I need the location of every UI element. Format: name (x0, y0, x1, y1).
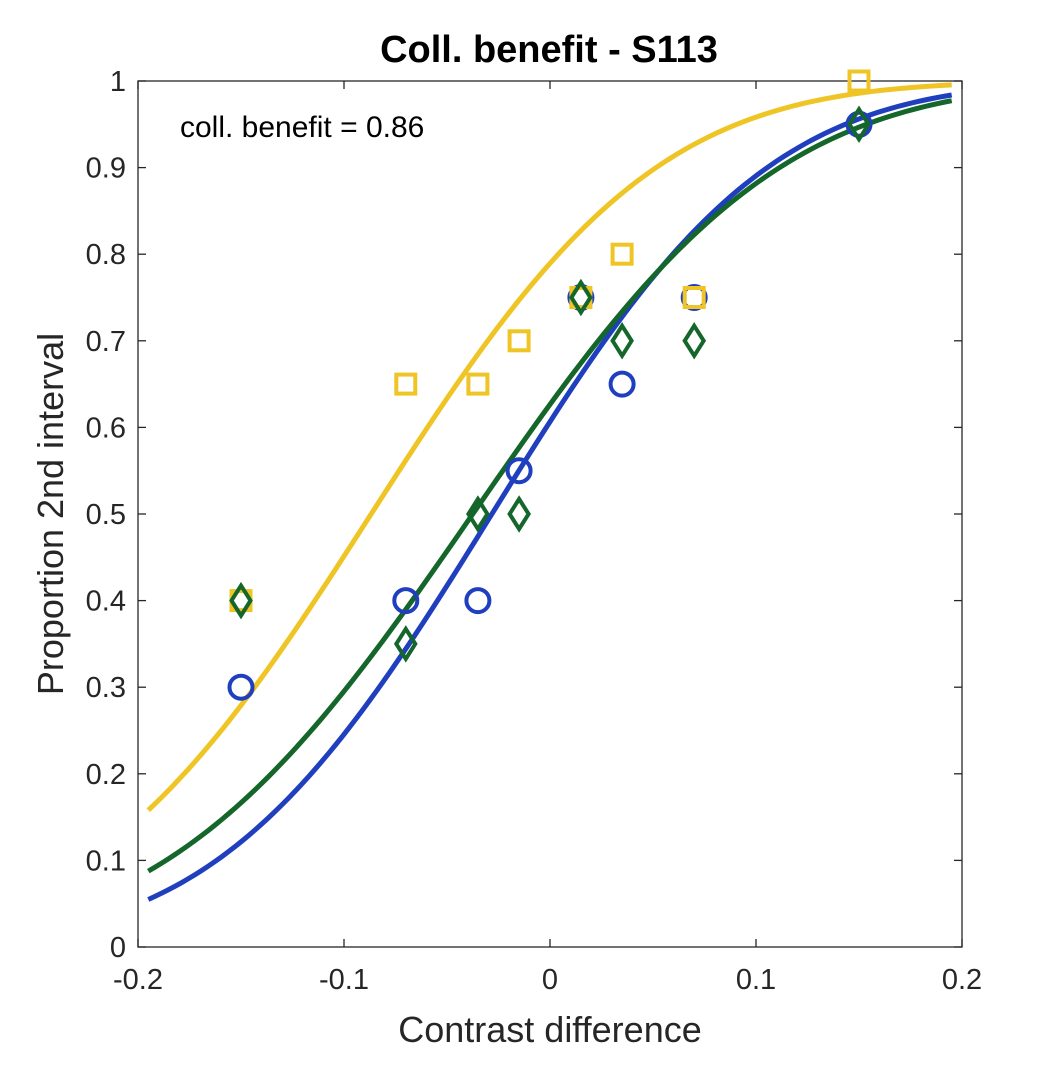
x-tick-label: 0 (542, 964, 558, 996)
y-tick-label: 0.1 (86, 845, 126, 877)
x-tick-label: 0.1 (736, 964, 776, 996)
fit-curves (146, 82, 953, 902)
marker-yellow-square (507, 329, 531, 353)
y-tick-label: 1 (110, 66, 126, 98)
y-tick-label: 0.7 (86, 326, 126, 358)
marker-blue-circle (505, 457, 533, 485)
x-tick-label: -0.1 (319, 964, 369, 996)
marker-yellow-square (466, 372, 490, 396)
marker-green-diamond (569, 278, 593, 317)
fit-curve-blue (147, 92, 953, 902)
y-tick-label: 0.6 (86, 412, 126, 444)
marker-yellow-square (610, 242, 634, 266)
coll-benefit-annotation: coll. benefit = 0.86 (180, 111, 424, 144)
y-tick-label: 0.5 (86, 499, 126, 531)
y-tick-label: 0.4 (86, 586, 126, 618)
y-tick-label: 0.8 (86, 239, 126, 271)
marker-blue-circle (392, 587, 420, 615)
data-markers (227, 69, 873, 701)
marker-yellow-square (394, 372, 418, 396)
marker-blue-circle (227, 673, 255, 701)
fit-curve-green (147, 98, 953, 874)
chart-title: Coll. benefit - S113 (380, 29, 718, 71)
axes-box (137, 80, 963, 948)
plot-area (137, 80, 963, 948)
marker-green-diamond (466, 495, 490, 533)
y-tick-label: 0.3 (86, 672, 126, 704)
marker-green-diamond (847, 105, 871, 144)
marker-yellow-square (682, 286, 706, 309)
marker-green-diamond (393, 625, 418, 663)
marker-green-diamond (507, 495, 531, 533)
x-tick-label: 0.2 (942, 964, 982, 996)
x-tick-label: -0.2 (113, 964, 163, 996)
y-tick-label: 0.2 (86, 759, 126, 791)
y-tick-label: 0 (110, 932, 126, 964)
fit-curve-yellow (146, 82, 952, 812)
x-axis-label: Contrast difference (398, 1009, 702, 1050)
marker-green-diamond (682, 322, 707, 360)
marker-blue-circle (608, 370, 636, 398)
marker-green-diamond (229, 581, 253, 620)
marker-blue-circle (464, 587, 492, 615)
y-tick-label: 0.9 (86, 153, 126, 185)
marker-yellow-square (847, 69, 871, 93)
y-axis-label: Proportion 2nd interval (30, 333, 71, 695)
marker-green-diamond (610, 322, 634, 360)
axis-ticks: -0.2 -0.1 0 0.1 0.2 0 0.1 0.2 0.3 0.4 0.5 0.6 0.7 0.8… (86, 66, 982, 996)
